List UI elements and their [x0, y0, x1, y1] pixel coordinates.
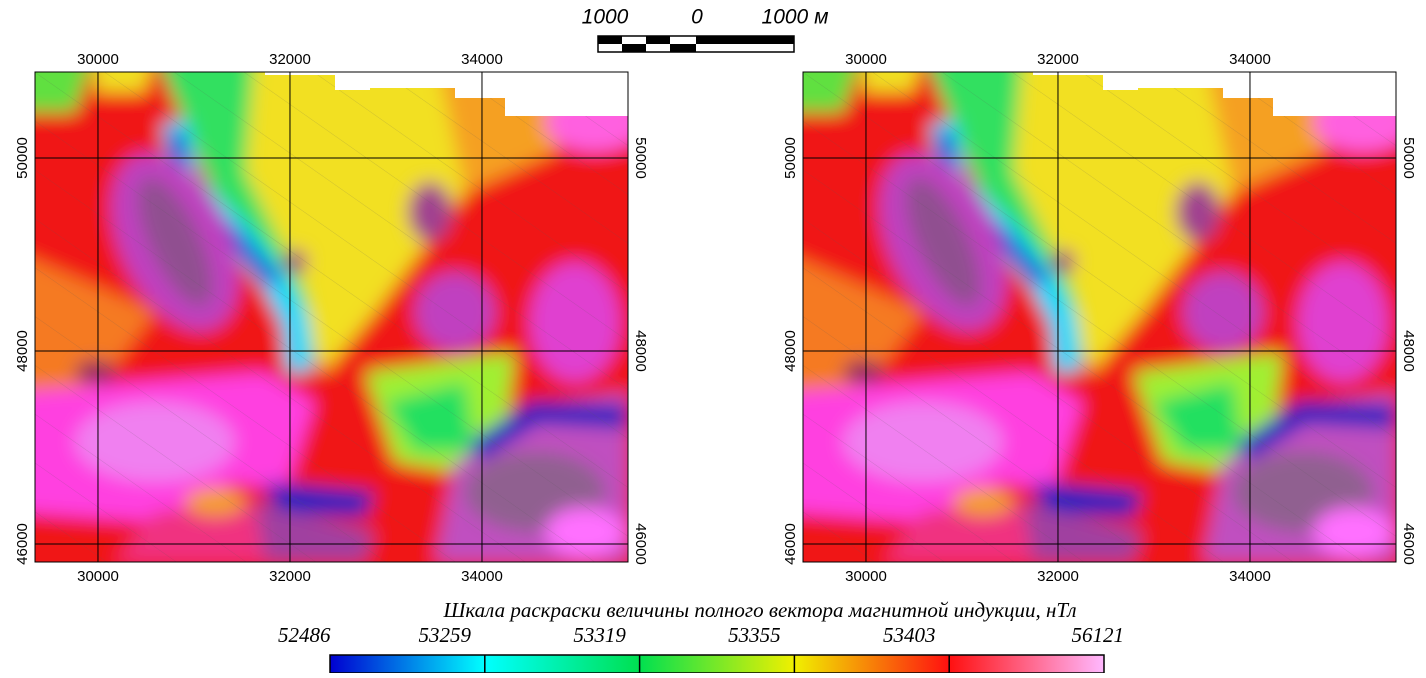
colorbar-segment	[640, 655, 795, 673]
x-tick-label: 34000	[1229, 51, 1271, 68]
colorbar-title: Шкала раскраски величины полного вектора…	[442, 598, 1076, 622]
page: {"scale_bar": {"labels": ["1000", "0", "…	[0, 0, 1426, 678]
colorbar-label: 56121	[1072, 623, 1125, 647]
y-tick-label: 50000	[632, 137, 649, 179]
y-tick-label: 48000	[782, 330, 799, 372]
scale-label: 1000 м	[762, 6, 829, 29]
map-figure: 1000 0 1000 м Шкала раскраски величины п…	[0, 0, 1426, 673]
x-tick-label: 30000	[77, 51, 119, 68]
y-tick-label: 48000	[1400, 330, 1417, 372]
x-tick-label: 30000	[845, 568, 887, 585]
y-tick-label: 50000	[1400, 137, 1417, 179]
colorbar-label: 53319	[573, 623, 626, 647]
x-tick-label: 34000	[1229, 568, 1271, 585]
x-tick-label: 32000	[269, 568, 311, 585]
scale-label: 1000	[582, 6, 629, 29]
x-tick-label: 34000	[461, 568, 503, 585]
colorbar-segment	[949, 655, 1104, 673]
magnetic-field-raster	[783, 52, 1423, 582]
x-tick-label: 32000	[269, 51, 311, 68]
y-tick-label: 46000	[14, 523, 31, 565]
x-tick-label: 30000	[845, 51, 887, 68]
colorbar-label: 53403	[883, 623, 936, 647]
scale-label: 0	[691, 6, 703, 29]
x-tick-label: 32000	[1037, 568, 1079, 585]
y-tick-label: 46000	[632, 523, 649, 565]
x-tick-label: 34000	[461, 51, 503, 68]
y-tick-label: 46000	[782, 523, 799, 565]
y-tick-label: 48000	[632, 330, 649, 372]
y-tick-label: 50000	[14, 137, 31, 179]
map-panel: 30000 30000 32000 32000 34000 34000 46000 46000…	[782, 51, 1423, 585]
colorbar-label: 53355	[728, 623, 781, 647]
y-tick-label: 50000	[782, 137, 799, 179]
scale-bar: 1000 0 1000 м	[582, 6, 829, 52]
y-tick-label: 46000	[1400, 523, 1417, 565]
colorbar-segment	[794, 655, 949, 673]
map-panel: 30000 30000 32000 32000 34000 34000 46000 46000…	[14, 51, 655, 585]
colorbar-segment	[330, 655, 485, 673]
colorbar-label: 52486	[278, 623, 331, 647]
magnetic-field-raster	[15, 52, 655, 582]
x-tick-label: 32000	[1037, 51, 1079, 68]
y-tick-label: 48000	[14, 330, 31, 372]
colorbar-label: 53259	[419, 623, 472, 647]
colorbar-segment	[485, 655, 640, 673]
x-tick-label: 30000	[77, 568, 119, 585]
